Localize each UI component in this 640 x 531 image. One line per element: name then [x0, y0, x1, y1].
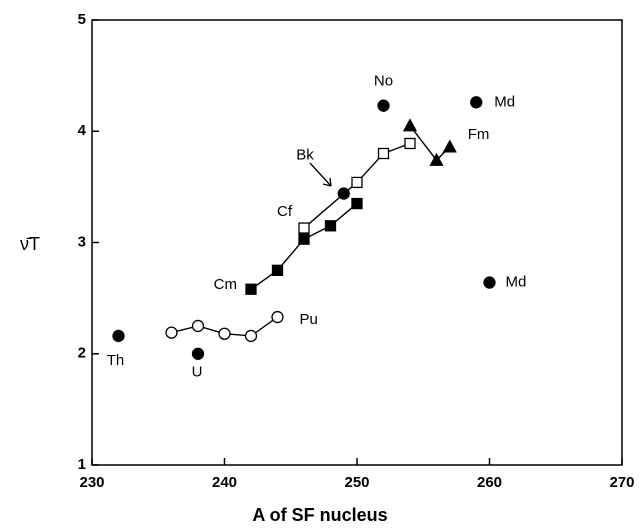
point-label: No [374, 73, 393, 90]
y-tick-label: 1 [78, 456, 86, 473]
point [402, 118, 418, 132]
point-label: Bk [296, 147, 314, 164]
x-tick-label: 260 [477, 474, 502, 491]
series-line [303, 142, 411, 229]
point [191, 319, 205, 333]
x-tick-label: 250 [344, 474, 369, 491]
point [351, 176, 363, 189]
plot-frame [91, 19, 623, 466]
x-axis-label: A of SF nucleus [252, 505, 387, 525]
y-tick-label: 2 [78, 345, 86, 362]
point [351, 197, 363, 210]
point [324, 220, 337, 232]
point-label: Cf [277, 203, 293, 220]
y-axis-label: ν̄T [20, 234, 40, 254]
point [165, 326, 178, 339]
x-tick-label: 270 [609, 474, 634, 491]
point [218, 327, 231, 340]
point [298, 222, 310, 234]
point [483, 276, 496, 289]
point [271, 310, 284, 324]
arrow-head [322, 177, 332, 187]
point-label: Cm [214, 276, 237, 293]
y-tick-label: 3 [78, 233, 86, 250]
x-tick-label: 240 [212, 474, 237, 491]
point [429, 152, 444, 166]
point [191, 347, 205, 360]
point-label: Pu [300, 311, 318, 328]
point [337, 187, 350, 200]
point [298, 233, 310, 245]
point [377, 99, 390, 112]
point-label: Fm [468, 126, 490, 143]
point-label: Md [494, 93, 515, 110]
point-label: Md [506, 274, 527, 291]
point [244, 329, 258, 343]
y-tick-label: 5 [78, 11, 86, 28]
point-label: Th [107, 352, 125, 369]
point-label: U [192, 364, 203, 381]
point [245, 283, 257, 295]
y-tick-label: 4 [78, 122, 87, 139]
series-line [250, 203, 358, 290]
arrow-shaft [309, 162, 332, 187]
point [112, 329, 125, 343]
point [377, 147, 390, 160]
x-tick-label: 230 [79, 474, 104, 491]
point [470, 96, 483, 109]
point [271, 264, 284, 276]
point [442, 139, 457, 153]
point [404, 137, 416, 150]
